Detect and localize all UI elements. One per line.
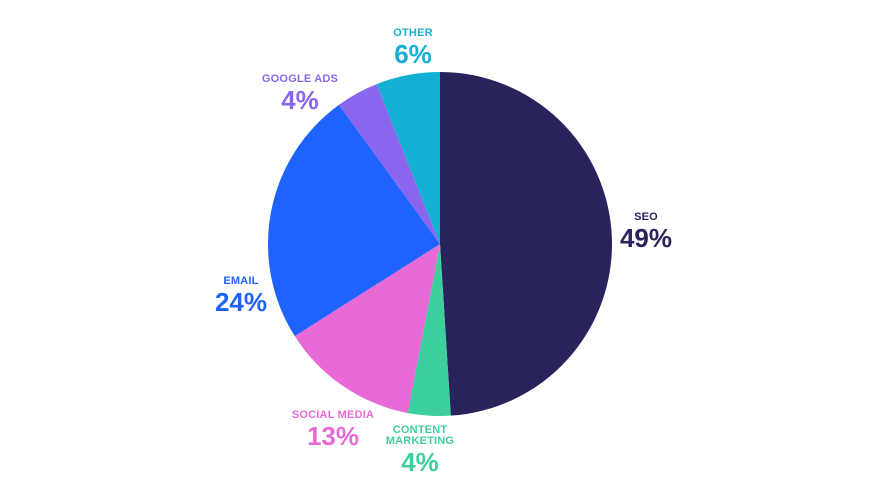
value-label: 13% [306, 421, 360, 451]
slice-label: OTHER 6% [368, 27, 458, 69]
slice-label: SOCIAL MEDIA 13% [273, 409, 393, 451]
value-label: 4% [281, 85, 319, 115]
category-label: OTHER [393, 27, 433, 39]
value-label: 4% [401, 447, 439, 477]
slice-label: CONTENT MARKETING 4% [375, 424, 465, 477]
category-label: GOOGLE ADS [261, 73, 339, 85]
value-label: 49% [619, 223, 673, 253]
pie-slice [407, 244, 451, 416]
category-label: EMAIL [223, 275, 259, 287]
pie-slice [376, 72, 440, 244]
slice-label: EMAIL 24% [196, 275, 286, 317]
slice-label: SEO 49% [601, 211, 691, 253]
pie-slice [294, 244, 440, 413]
pie-slice [268, 104, 440, 337]
value-label: 24% [214, 287, 268, 317]
category-label: SEO [634, 211, 658, 223]
pie-slice [440, 72, 612, 416]
slice-label: GOOGLE ADS 4% [240, 73, 360, 115]
value-label: 6% [394, 39, 432, 69]
category-label: SOCIAL MEDIA [291, 409, 375, 421]
category-label: CONTENT MARKETING [385, 424, 455, 447]
pie-slice [338, 84, 440, 244]
